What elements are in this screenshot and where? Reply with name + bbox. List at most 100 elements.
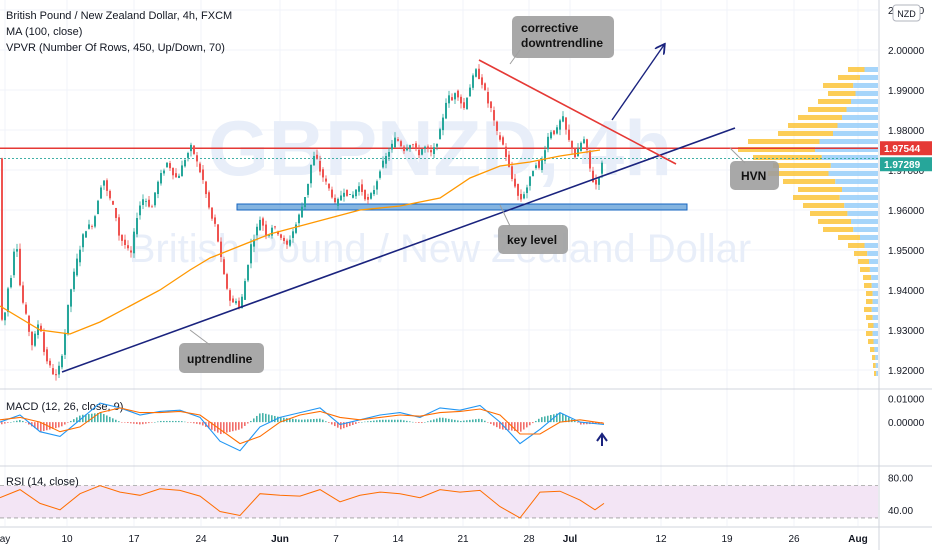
macd-hist-bar	[184, 421, 186, 423]
vpvr-bar-up	[842, 187, 878, 192]
macd-hist-bar	[169, 420, 171, 423]
macd-hist-bar	[580, 422, 582, 425]
macd-hist-bar	[496, 422, 498, 428]
macd-hist-bar	[499, 422, 501, 429]
candle-body	[553, 130, 555, 135]
candle-body	[472, 75, 474, 88]
candle-body	[133, 231, 135, 254]
candle-body	[424, 146, 426, 149]
vpvr-bar-up	[860, 235, 878, 240]
vpvr-bar-down	[868, 323, 874, 328]
time-axis: ay 10 17 24 Jun 7 14 21 28 Jul 12 19 26 Aug	[0, 534, 868, 545]
candle-body	[226, 274, 228, 289]
price-tag-bg	[880, 157, 932, 172]
candle-body	[232, 298, 234, 303]
vpvr-bar-down	[864, 283, 872, 288]
time-tick-label: 7	[333, 534, 339, 545]
candle-body	[280, 234, 282, 238]
vpvr-bar-down	[808, 107, 847, 112]
candle-body	[514, 178, 516, 187]
macd-hist-bar	[424, 422, 426, 423]
candle-body	[550, 132, 552, 139]
candle-body	[415, 143, 417, 149]
candle-body	[193, 145, 195, 154]
macd-hist-bar	[562, 413, 564, 423]
macd-hist-bar	[319, 418, 321, 423]
vpvr-bar-up	[846, 107, 878, 112]
candle-body	[316, 154, 318, 159]
macd-tick-label: 0.01000	[888, 394, 925, 405]
macd-hist-bar	[454, 419, 456, 423]
vpvr-bar-down	[823, 227, 854, 232]
macd-hist-bar	[559, 412, 561, 423]
chart-title: British Pound / New Zealand Dollar, 4h, …	[6, 10, 232, 22]
candle-body	[373, 189, 375, 195]
macd-hist-bar	[34, 422, 36, 429]
macd-hist-bar	[94, 413, 96, 423]
candle-body	[1, 158, 3, 320]
candle-body	[286, 240, 288, 245]
macd-hist-bar	[475, 419, 477, 423]
candle-body	[466, 97, 468, 109]
macd-hist-bar	[163, 420, 165, 423]
vpvr-bar-down	[768, 171, 829, 176]
macd-hist-bar	[223, 422, 225, 434]
candle-body	[67, 304, 69, 334]
macd-hist-bar	[574, 420, 576, 423]
candle-body	[274, 226, 276, 228]
vpvr-bar-down	[783, 179, 836, 184]
time-tick-label: 17	[128, 534, 140, 545]
currency-badge[interactable]: NZD	[892, 4, 921, 22]
vpvr-bar-down	[866, 299, 873, 304]
candle-body	[91, 226, 93, 227]
candle-body	[484, 83, 486, 90]
macd-hist-bar	[58, 422, 60, 428]
macd-hist-bar	[190, 422, 192, 423]
time-tick-label: Jun	[271, 534, 289, 545]
candle-body	[52, 368, 54, 375]
candle-body	[565, 117, 567, 130]
macd-hist-bar	[520, 422, 522, 432]
macd-hist-bar	[226, 422, 228, 433]
candle-body	[283, 237, 285, 241]
candle-body	[160, 173, 162, 184]
macd-hist-bar	[4, 422, 6, 424]
candle-body	[463, 102, 465, 108]
vpvr-bar-up	[830, 163, 878, 168]
candle-body	[361, 184, 363, 192]
macd-hist-bar	[274, 415, 276, 423]
macd-hist-bar	[430, 420, 432, 423]
macd-hist-bar	[40, 422, 42, 432]
candle-body	[343, 192, 345, 197]
key-level-zone	[236, 203, 688, 211]
candle-body	[88, 224, 90, 229]
candle-body	[448, 95, 450, 104]
vpvr-bar-down	[810, 211, 848, 216]
candle-body	[34, 333, 36, 346]
candle-body	[523, 194, 525, 199]
candle-body	[169, 163, 171, 169]
vpvr-bar-up	[872, 315, 878, 320]
vpvr-bar-up	[876, 371, 878, 376]
macd-hist-bar	[463, 420, 465, 423]
macd-hist-bar	[160, 420, 162, 423]
time-tick-label: 19	[721, 534, 733, 545]
rsi-legend: RSI (14, close)	[6, 476, 79, 488]
candle-body	[181, 165, 183, 177]
vpvr-bar-up	[872, 331, 878, 336]
candle-body	[556, 127, 558, 134]
candle-body	[262, 218, 264, 226]
candle-body	[586, 139, 588, 150]
candle-body	[256, 226, 258, 236]
macd-hist-bar	[181, 421, 183, 423]
candle-body	[259, 219, 261, 231]
uptrendline	[61, 127, 736, 373]
candle-body	[142, 199, 144, 205]
vpvr-bar-down	[798, 115, 842, 120]
macd-hist-bar	[346, 422, 348, 428]
candle-body	[547, 136, 549, 150]
macd-hist-bar	[127, 422, 129, 423]
rsi-tick-label: 80.00	[888, 474, 913, 485]
candle-body	[358, 186, 360, 192]
